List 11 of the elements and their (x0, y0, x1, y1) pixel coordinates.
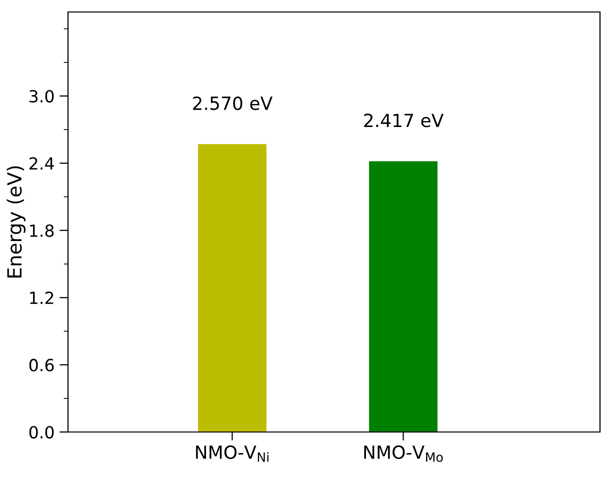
y-tick-label: 1.2 (30, 292, 54, 304)
y-tick-label: 3.0 (30, 90, 54, 103)
data-label: 2.417 eV (364, 114, 444, 128)
y-tick-label: 2.4 (30, 157, 54, 170)
y-tick-label: 0.0 (29, 426, 54, 439)
y-tick-label: 0.6 (29, 358, 54, 372)
y-axis-title: Energy (eV) (6, 166, 26, 278)
data-label: 2.570 eV (193, 96, 273, 110)
x-tick-label: NMO-V$_{Mo}$ (364, 445, 443, 462)
y-tick-label: 1.8 (30, 224, 54, 237)
x-tick-label: NMO-V$_{Ni}$ (196, 445, 268, 462)
